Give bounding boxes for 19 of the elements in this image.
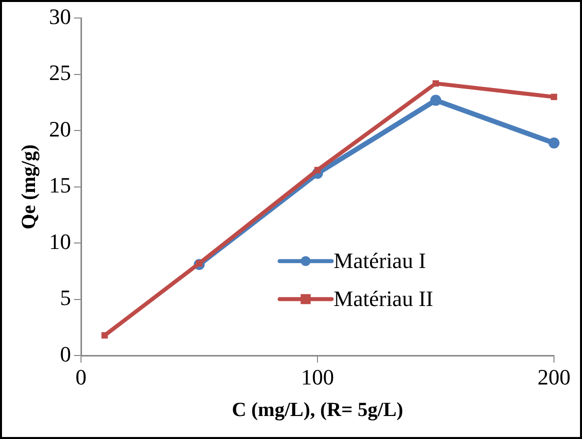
y-tick-label: 10 — [49, 228, 71, 254]
y-tick-label: 30 — [49, 4, 71, 29]
point — [548, 138, 560, 149]
x-axis-title: C (mg/L), (R= 5g/L) — [232, 399, 404, 422]
legend-label: Matériau II — [334, 286, 434, 311]
point — [550, 94, 558, 100]
x-tick-label: 0 — [76, 364, 86, 390]
y-axis-title: Qe (mg/g) — [18, 144, 40, 230]
x-tick-label: 100 — [301, 364, 334, 390]
y-tick-label: 20 — [49, 116, 71, 142]
y-tick-label: 25 — [49, 60, 71, 86]
x-tick-label: 200 — [538, 364, 570, 390]
legend-label: Matériau I — [334, 248, 426, 273]
point — [430, 94, 442, 106]
point — [101, 332, 108, 339]
point — [432, 80, 439, 87]
y-tick-label: 15 — [49, 172, 71, 198]
y-tick-label: 5 — [60, 285, 71, 310]
y-tick-label: 0 — [60, 341, 71, 366]
